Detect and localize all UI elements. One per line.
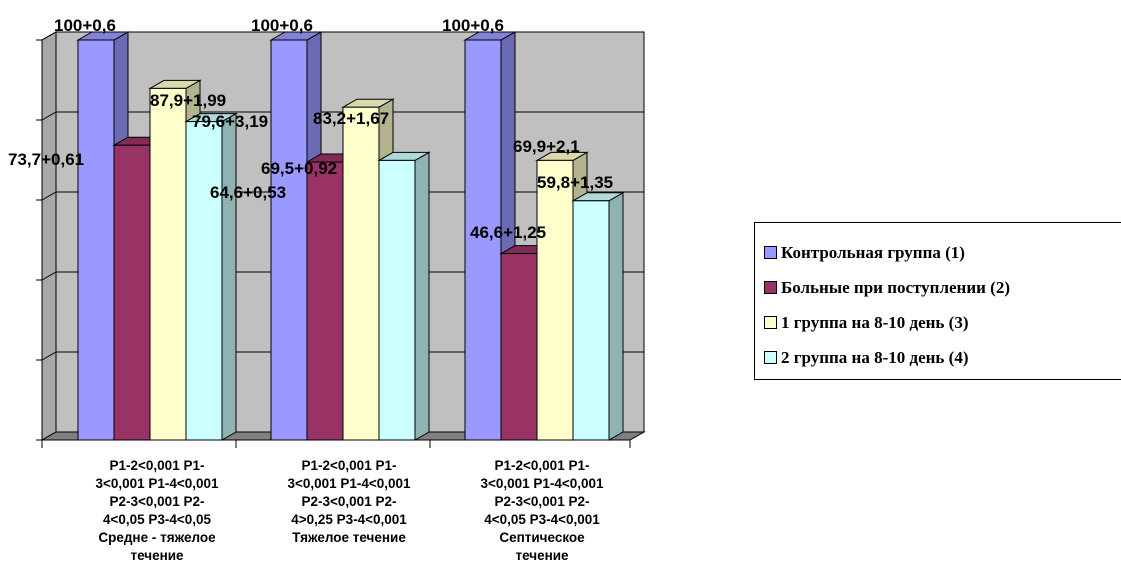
category-label: Средне - тяжелое [98,530,216,545]
data-label: 100+0,6 [251,16,313,35]
bar-side [414,151,430,441]
bar [500,253,538,441]
category-label: Тяжелое течение [292,530,406,545]
bar [270,39,308,441]
bar [149,87,187,441]
gridline [41,31,644,41]
legend-label: 2 группа на 8-10 день (4) [781,347,969,367]
bar [113,144,151,441]
bar [77,39,115,441]
category-label: 4<0,05 Р3-4<0,001 [484,512,600,527]
legend-swatch [764,281,777,294]
bar [536,159,574,441]
category-label: Р2-3<0,001 Р2- [302,494,397,509]
legend-label: 1 группа на 8-10 день (3) [781,312,969,332]
category-label: Р2-3<0,001 Р2- [110,494,205,509]
category-label: течение [515,548,569,563]
legend-swatch [764,316,777,329]
legend-item-control-group: Контрольная группа (1) [764,237,1121,268]
gridline [41,111,644,121]
bar [342,106,380,441]
bar [464,39,502,441]
category-label: Р1-2<0,001 Р1- [302,458,397,473]
gridline [41,351,644,361]
chart-legend: Контрольная группа (1) Больные при посту… [754,222,1121,380]
category-label: Р1-2<0,001 Р1- [110,458,205,473]
data-label: 83,2+1,67 [313,109,389,128]
category-label: 4<0,05 Р3-4<0,05 [103,512,212,527]
category-label: 4>0,25 Р3-4<0,001 [291,512,407,527]
data-label: 73,7+0,61 [8,150,84,169]
legend-label: Больные при поступлении (2) [781,277,1011,297]
data-label: 87,9+1,99 [150,91,226,110]
data-label: 64,6+0,53 [210,183,286,202]
data-label: 46,6+1,25 [470,223,546,242]
bar-chart: 100+0,6 73,7+0,61 87,9+1,99 79,6+3,19 100+0,… [8,16,646,563]
category-label: течение [130,548,184,563]
gridline [41,191,644,201]
bar [185,121,223,441]
category-label: Септическое [499,530,585,545]
bar-side [221,112,237,441]
data-label: 69,5+0,92 [261,159,337,178]
category-label: Р2-3<0,001 Р2- [495,494,590,509]
bar-side [608,191,624,441]
data-label: 59,8+1,35 [537,173,613,192]
bar [378,159,416,441]
legend-item-group-2-day-8-10: 2 группа на 8-10 день (4) [764,342,1121,373]
legend-swatch [764,351,777,364]
category-label: 3<0,001 Р1-4<0,001 [287,476,411,491]
data-label: 79,6+3,19 [192,112,268,131]
legend-label: Контрольная группа (1) [781,242,965,262]
bar [306,161,344,441]
data-label: 100+0,6 [442,16,504,35]
bar [572,200,610,441]
data-label: 100+0,6 [54,16,116,35]
data-label: 69,9+2,1 [513,137,580,156]
chart-side-wall [41,31,57,441]
legend-item-group-1-day-8-10: 1 группа на 8-10 день (3) [764,307,1121,338]
legend-item-patients-on-admission: Больные при поступлении (2) [764,272,1121,303]
gridline [41,271,644,281]
category-label: 3<0,001 Р1-4<0,001 [480,476,604,491]
legend-swatch [764,246,777,259]
category-label: Р1-2<0,001 Р1- [495,458,590,473]
category-label: 3<0,001 Р1-4<0,001 [95,476,219,491]
